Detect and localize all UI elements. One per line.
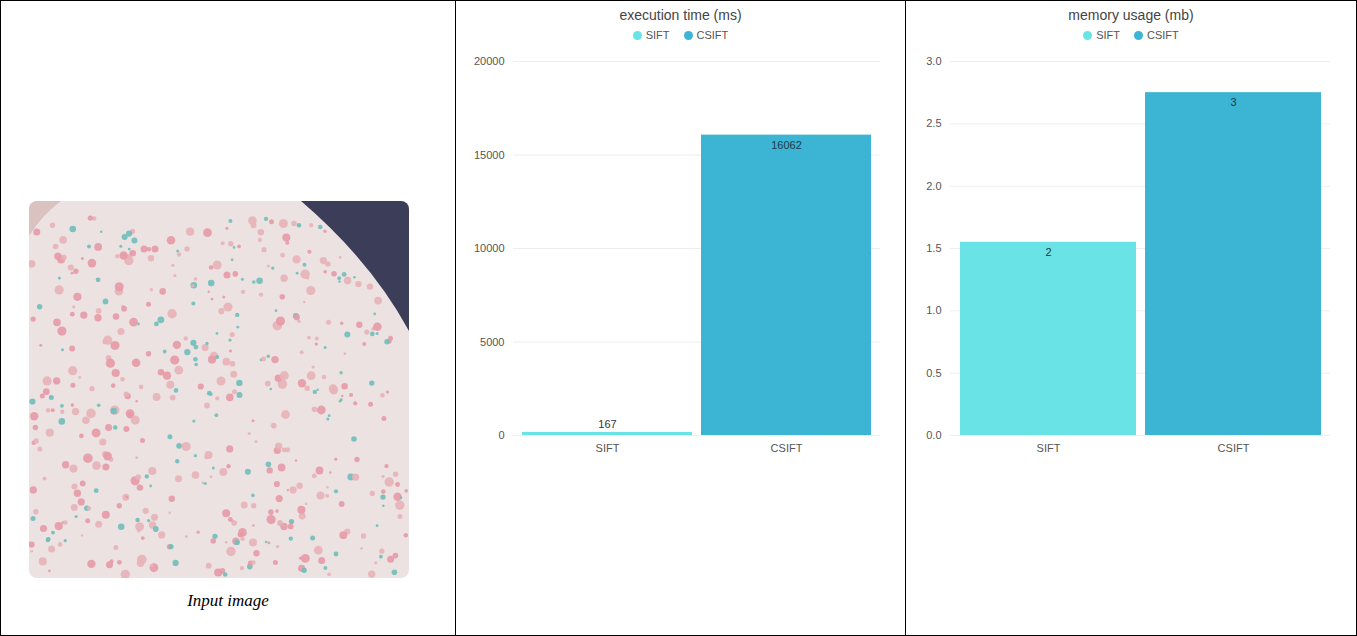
- svg-text:0.0: 0.0: [926, 429, 941, 441]
- svg-text:SIFT: SIFT: [595, 442, 619, 454]
- svg-text:2: 2: [1045, 246, 1051, 258]
- html-text:Input image: Input image: [187, 591, 269, 610]
- svg-text:CSIFT: CSIFT: [1218, 442, 1250, 454]
- svg-text:CSIFT: CSIFT: [770, 442, 802, 454]
- svg-text:1.5: 1.5: [926, 242, 941, 254]
- svg-text:2.0: 2.0: [926, 180, 941, 192]
- svg-text:0: 0: [498, 429, 504, 441]
- svg-text:2.5: 2.5: [926, 117, 941, 129]
- svg-text:3: 3: [1230, 96, 1236, 108]
- svg-text:5000: 5000: [480, 336, 504, 348]
- svg-text:15000: 15000: [473, 149, 504, 161]
- html-text:CSIFT: CSIFT: [696, 29, 729, 41]
- svg-text:SIFT: SIFT: [1037, 442, 1061, 454]
- html-text:SIFT: SIFT: [1096, 29, 1120, 41]
- html-text:CSIFT: CSIFT: [1147, 29, 1179, 41]
- svg-text:16062: 16062: [771, 139, 802, 151]
- html-text:memory usage (mb): memory usage (mb): [1068, 7, 1194, 23]
- svg-text:10000: 10000: [473, 242, 504, 254]
- html-text:SIFT: SIFT: [645, 29, 670, 41]
- svg-text:3.0: 3.0: [926, 55, 941, 67]
- svg-text:0.5: 0.5: [926, 367, 941, 379]
- svg-text:167: 167: [598, 418, 616, 430]
- html-text:execution time (ms): execution time (ms): [619, 7, 742, 23]
- svg-text:1.0: 1.0: [926, 304, 941, 316]
- svg-text:20000: 20000: [473, 55, 504, 67]
